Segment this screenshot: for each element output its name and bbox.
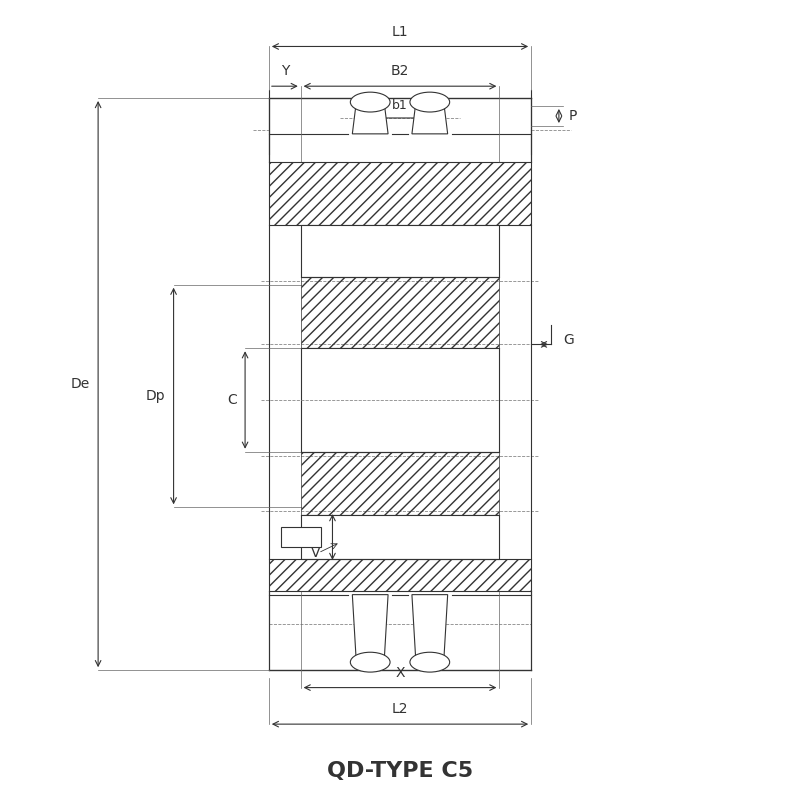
Bar	[281, 527, 321, 547]
Text: b1: b1	[392, 98, 408, 112]
Ellipse shape	[350, 652, 390, 672]
Bar	[301, 226, 499, 277]
Text: X: X	[395, 666, 405, 680]
Text: B2: B2	[391, 64, 409, 78]
Polygon shape	[412, 102, 448, 134]
Ellipse shape	[350, 92, 390, 112]
Text: L1: L1	[392, 25, 408, 38]
Ellipse shape	[410, 92, 450, 112]
Text: L2: L2	[392, 702, 408, 716]
Text: C: C	[227, 393, 237, 407]
Polygon shape	[352, 102, 388, 134]
Text: De: De	[71, 377, 90, 391]
Text: Y: Y	[281, 64, 289, 78]
Text: G: G	[563, 334, 574, 347]
Bar	[301, 515, 499, 559]
Text: QD-TYPE C5: QD-TYPE C5	[327, 762, 473, 782]
Polygon shape	[412, 594, 448, 662]
Polygon shape	[352, 594, 388, 662]
Text: P: P	[569, 109, 577, 123]
Bar	[301, 348, 499, 452]
Bar	[269, 106, 531, 674]
Ellipse shape	[410, 652, 450, 672]
Text: V: V	[311, 546, 321, 560]
Text: Dp: Dp	[146, 389, 166, 403]
